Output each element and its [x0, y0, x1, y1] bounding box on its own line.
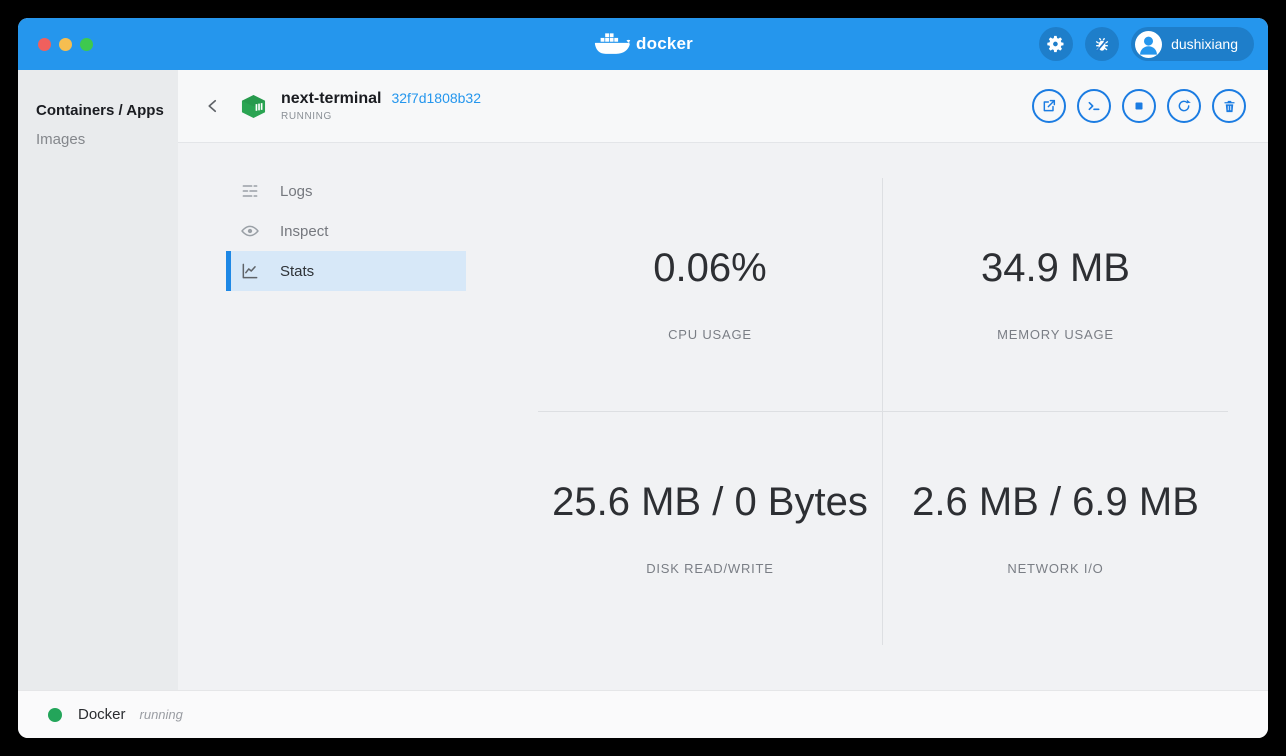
stop-icon	[1132, 99, 1146, 113]
tab-stats[interactable]: Stats	[226, 251, 466, 291]
container-header: next-terminal 32f7d1808b32 RUNNING	[178, 70, 1268, 143]
container-box-icon	[240, 94, 267, 119]
tab-inspect-label: Inspect	[280, 222, 329, 240]
docker-logo: docker	[593, 18, 693, 70]
bug-icon	[1092, 34, 1112, 54]
container-actions	[1032, 89, 1246, 123]
sidebar: Containers / Apps Images	[18, 70, 178, 690]
stat-memory-usage: 34.9 MB MEMORY USAGE	[883, 178, 1228, 412]
network-io-value: 2.6 MB / 6.9 MB	[912, 480, 1199, 525]
stat-network-io: 2.6 MB / 6.9 MB NETWORK I/O	[883, 412, 1228, 646]
delete-button[interactable]	[1212, 89, 1246, 123]
tab-inspect[interactable]: Inspect	[226, 211, 466, 251]
container-tabs: Logs Inspect	[226, 171, 466, 291]
container-id-link[interactable]: 32f7d1808b32	[391, 90, 482, 106]
logs-icon	[240, 181, 260, 201]
back-button[interactable]	[200, 93, 226, 119]
network-io-label: NETWORK I/O	[1007, 561, 1104, 577]
trash-icon	[1222, 99, 1237, 114]
stats-content: Logs Inspect	[178, 143, 1268, 690]
minimize-window-button[interactable]	[59, 37, 72, 51]
tab-logs[interactable]: Logs	[226, 171, 466, 211]
status-bar-app-name: Docker	[78, 706, 126, 723]
restart-icon	[1176, 98, 1192, 114]
traffic-lights	[38, 37, 93, 51]
stop-button[interactable]	[1122, 89, 1156, 123]
app-status-bar: Docker running	[18, 690, 1268, 738]
close-window-button[interactable]	[38, 37, 51, 51]
open-in-browser-button[interactable]	[1032, 89, 1066, 123]
eye-icon	[240, 221, 260, 241]
titlebar: docker	[18, 18, 1268, 70]
cli-button[interactable]	[1077, 89, 1111, 123]
user-menu-button[interactable]: dushixiang	[1131, 27, 1254, 61]
zoom-window-button[interactable]	[80, 37, 93, 51]
chevron-left-icon	[204, 97, 222, 115]
memory-usage-value: 34.9 MB	[981, 246, 1130, 291]
docker-running-status-dot	[48, 707, 62, 722]
open-external-icon	[1041, 98, 1057, 114]
gear-icon	[1046, 34, 1066, 54]
memory-usage-label: MEMORY USAGE	[997, 327, 1114, 343]
stat-cpu-usage: 0.06% CPU USAGE	[538, 178, 883, 412]
sidebar-item-containers-apps[interactable]: Containers / Apps	[36, 102, 164, 119]
cpu-usage-value: 0.06%	[653, 246, 767, 291]
status-bar-state: running	[139, 707, 183, 722]
cpu-usage-label: CPU USAGE	[668, 327, 752, 343]
disk-read-write-label: DISK READ/WRITE	[646, 561, 774, 577]
stat-disk-read-write: 25.6 MB / 0 Bytes DISK READ/WRITE	[538, 411, 883, 645]
restart-button[interactable]	[1167, 89, 1201, 123]
docker-whale-icon	[593, 30, 631, 58]
chart-icon	[240, 261, 260, 281]
terminal-icon	[1086, 98, 1102, 114]
settings-button[interactable]	[1039, 27, 1074, 61]
container-name: next-terminal	[281, 90, 382, 107]
sidebar-item-images[interactable]: Images	[36, 131, 86, 148]
troubleshoot-button[interactable]	[1085, 27, 1120, 61]
tab-stats-label: Stats	[280, 262, 315, 280]
user-avatar-icon	[1135, 30, 1163, 58]
username-label: dushixiang	[1171, 36, 1238, 52]
docker-desktop-window: docker	[18, 18, 1268, 738]
disk-read-write-value: 25.6 MB / 0 Bytes	[552, 480, 868, 525]
container-status-label: RUNNING	[281, 111, 332, 122]
docker-logo-text: docker	[636, 34, 693, 53]
tab-logs-label: Logs	[280, 182, 313, 200]
stats-grid: 0.06% CPU USAGE 34.9 MB MEMORY USAGE 25.…	[538, 178, 1228, 645]
